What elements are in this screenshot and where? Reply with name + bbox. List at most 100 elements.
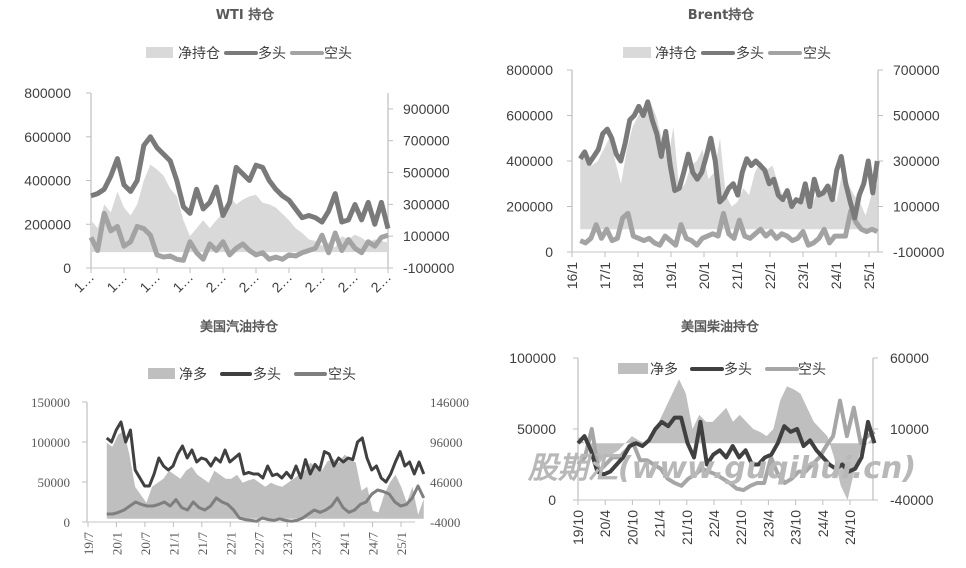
x-tick-label: 17/1	[597, 262, 613, 289]
legend-label-net: 净多	[650, 361, 678, 378]
legend-label-net: 净持仓	[178, 46, 220, 62]
right-tick-label: 900000	[403, 101, 450, 117]
left-tick-label: 200000	[24, 216, 71, 232]
x-tick-label: 20/1	[696, 262, 712, 289]
right-tick-label: 46000	[430, 475, 463, 490]
x-tick-label: 19/7	[81, 532, 96, 556]
left-tick-label: 800000	[24, 85, 71, 101]
right-tick-label: 500000	[403, 165, 450, 181]
left-tick-label: 600000	[506, 108, 553, 124]
legend: 净多 多头 空头	[618, 361, 826, 378]
right-tick-label: 96000	[430, 435, 463, 450]
right-tick-label: 100000	[893, 199, 940, 215]
x-tick-label: 2…	[202, 269, 229, 296]
left-tick-label: 400000	[24, 173, 71, 189]
chart-title: 美国汽油持仓	[200, 319, 279, 335]
x-tick-label: 22/7	[252, 532, 267, 556]
watermark: 股期汇(www.guqihui.cn)	[527, 451, 916, 486]
left-tick-label: 0	[63, 260, 71, 276]
net-position-area	[106, 430, 424, 519]
x-tick-label: 24/1	[828, 262, 844, 289]
x-tick-label: 25/1	[861, 262, 877, 289]
x-tick-label: 2…	[235, 269, 262, 296]
legend-swatch-net	[148, 368, 175, 379]
right-tick-label: 300000	[893, 153, 940, 169]
left-tick-label: 600000	[24, 129, 71, 145]
right-tick-label: 700000	[893, 62, 940, 78]
left-tick-label: 200000	[506, 199, 553, 215]
long-position-line	[90, 134, 391, 230]
short-position-line	[88, 210, 389, 263]
long-position-line	[576, 415, 877, 477]
chart-2: 美国汽油持仓 0 50000 100000 150000 -4000 46000 96000 1…	[31, 319, 469, 555]
legend-label-net: 净多	[179, 366, 207, 383]
x-tick-label: 20/7	[138, 532, 153, 556]
x-tick-label: 19/10	[570, 510, 586, 545]
net-position-area	[578, 379, 875, 500]
right-tick-label: 146000	[430, 395, 469, 410]
x-tick-label: 19/1	[663, 262, 679, 289]
chart-title: WTI 持仓	[216, 7, 276, 23]
right-tick-label: -40000	[890, 492, 934, 508]
x-tick-label: 20/4	[597, 510, 613, 537]
left-tick-label: 50000	[38, 475, 71, 490]
left-tick-label: 800000	[506, 62, 553, 78]
right-tick-label: -100000	[403, 260, 455, 276]
legend: 净持仓 多头 空头	[146, 45, 352, 62]
x-tick-label: 1…	[136, 269, 163, 296]
legend-swatch-net	[618, 363, 648, 374]
x-tick-label: 24/1	[337, 532, 352, 555]
x-tick-label: 1…	[169, 269, 196, 296]
x-tick-label: 1…	[70, 269, 97, 296]
x-tick-label: 2…	[334, 269, 361, 296]
x-tick-label: 22/1	[223, 532, 238, 555]
net-position-area	[580, 101, 878, 230]
chart-3: 美国柴油持仓 0 50000 100000 -40000 10000 60000 19/10 2…	[509, 319, 934, 545]
right-tick-label: 500000	[893, 108, 940, 124]
left-tick-label: 50000	[517, 421, 556, 437]
chart-0: WTI 持仓 0 200000 400000 600000 800000 -100000 10…	[24, 7, 454, 296]
left-tick-label: 0	[545, 244, 553, 260]
right-tick-label: 700000	[403, 133, 450, 149]
legend-label-short: 空头	[324, 46, 352, 62]
x-tick-label: 21/10	[679, 510, 695, 545]
x-tick-label: 21/7	[195, 532, 210, 556]
x-tick-label: 23/7	[309, 532, 324, 556]
x-tick-label: 18/1	[630, 262, 646, 289]
right-tick-label: 60000	[890, 350, 929, 366]
short-position-line	[579, 208, 879, 248]
x-tick-label: 24/7	[366, 532, 381, 556]
x-tick-label: 16/1	[564, 262, 580, 289]
legend-label-long: 多头	[258, 45, 286, 62]
x-tick-label: 2…	[367, 269, 394, 296]
legend-label-short: 空头	[798, 362, 826, 378]
x-tick-label: 2…	[301, 269, 328, 296]
net-position-area	[91, 164, 388, 253]
legend: 净多 多头 空头	[148, 366, 356, 383]
legend: 净持仓 多头 空头	[623, 45, 831, 62]
x-tick-label: 20/1	[109, 532, 124, 555]
right-tick-label: -4000	[430, 515, 460, 530]
left-tick-label: 100000	[31, 435, 70, 450]
left-tick-label: 400000	[506, 153, 553, 169]
x-tick-label: 2…	[268, 269, 295, 296]
x-tick-label: 20/10	[624, 510, 640, 545]
x-tick-label: 22/1	[762, 262, 778, 289]
short-position-line	[106, 484, 426, 523]
x-tick-label: 21/1	[729, 262, 745, 289]
x-tick-label: 25/1	[394, 532, 409, 555]
x-tick-label: 21/4	[652, 510, 668, 537]
x-tick-label: 24/10	[842, 510, 858, 545]
right-tick-label: 300000	[403, 196, 450, 212]
legend-label-long: 多头	[253, 366, 281, 383]
right-tick-label: -100000	[893, 244, 945, 260]
left-tick-label: 0	[64, 515, 71, 530]
legend-label-long: 多头	[724, 361, 752, 378]
chart-title: Brent持仓	[688, 7, 756, 23]
legend-label-long: 多头	[736, 45, 764, 62]
x-tick-label: 22/10	[733, 510, 749, 545]
left-tick-label: 100000	[509, 350, 556, 366]
x-tick-label: 23/1	[795, 262, 811, 289]
x-tick-label: 22/4	[706, 510, 722, 537]
